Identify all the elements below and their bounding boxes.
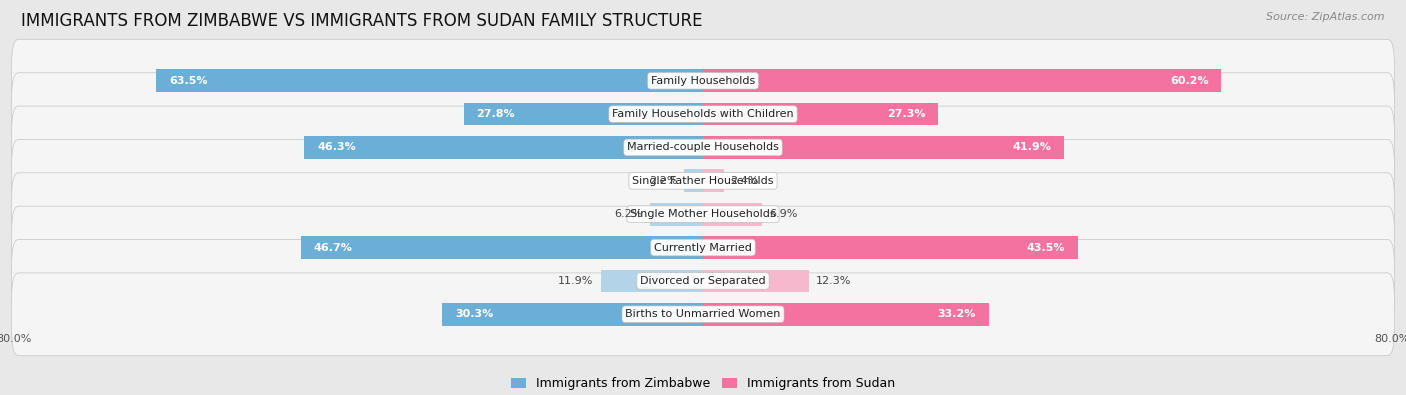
Text: Divorced or Separated: Divorced or Separated [640, 276, 766, 286]
Bar [703, 303, 988, 325]
Bar [301, 236, 703, 259]
Text: Married-couple Households: Married-couple Households [627, 143, 779, 152]
FancyBboxPatch shape [11, 206, 1395, 289]
Text: 2.2%: 2.2% [648, 176, 678, 186]
Bar [441, 303, 703, 325]
FancyBboxPatch shape [11, 40, 1395, 122]
FancyBboxPatch shape [11, 173, 1395, 256]
Bar [703, 169, 724, 192]
Text: 11.9%: 11.9% [558, 276, 593, 286]
Text: 6.2%: 6.2% [614, 209, 643, 219]
Text: 2.4%: 2.4% [731, 176, 759, 186]
Bar [156, 70, 703, 92]
FancyBboxPatch shape [11, 106, 1395, 189]
Text: 41.9%: 41.9% [1012, 143, 1050, 152]
Text: 60.2%: 60.2% [1170, 76, 1209, 86]
Text: Source: ZipAtlas.com: Source: ZipAtlas.com [1267, 12, 1385, 22]
Text: Births to Unmarried Women: Births to Unmarried Women [626, 309, 780, 319]
Text: 27.8%: 27.8% [477, 109, 515, 119]
Bar [600, 269, 703, 292]
Text: Single Father Households: Single Father Households [633, 176, 773, 186]
Bar [703, 236, 1077, 259]
Text: 80.0%: 80.0% [1374, 334, 1406, 344]
Text: Single Mother Households: Single Mother Households [630, 209, 776, 219]
Bar [703, 70, 1222, 92]
Text: 80.0%: 80.0% [0, 334, 32, 344]
Bar [703, 269, 808, 292]
Text: 43.5%: 43.5% [1026, 243, 1064, 252]
Text: 33.2%: 33.2% [938, 309, 976, 319]
Text: 27.3%: 27.3% [887, 109, 925, 119]
Bar [703, 136, 1064, 159]
Text: 6.9%: 6.9% [769, 209, 797, 219]
FancyBboxPatch shape [11, 273, 1395, 356]
FancyBboxPatch shape [11, 239, 1395, 322]
Bar [464, 103, 703, 126]
Text: 46.7%: 46.7% [314, 243, 353, 252]
Text: 30.3%: 30.3% [456, 309, 494, 319]
Bar [304, 136, 703, 159]
Bar [703, 103, 938, 126]
FancyBboxPatch shape [11, 139, 1395, 222]
Bar [685, 169, 703, 192]
Text: 46.3%: 46.3% [318, 143, 356, 152]
FancyBboxPatch shape [11, 73, 1395, 156]
Text: 12.3%: 12.3% [815, 276, 851, 286]
Legend: Immigrants from Zimbabwe, Immigrants from Sudan: Immigrants from Zimbabwe, Immigrants fro… [506, 372, 900, 395]
Text: Currently Married: Currently Married [654, 243, 752, 252]
Bar [650, 203, 703, 226]
Text: Family Households: Family Households [651, 76, 755, 86]
Bar [703, 203, 762, 226]
Text: IMMIGRANTS FROM ZIMBABWE VS IMMIGRANTS FROM SUDAN FAMILY STRUCTURE: IMMIGRANTS FROM ZIMBABWE VS IMMIGRANTS F… [21, 12, 703, 30]
Text: 63.5%: 63.5% [169, 76, 208, 86]
Text: Family Households with Children: Family Households with Children [612, 109, 794, 119]
